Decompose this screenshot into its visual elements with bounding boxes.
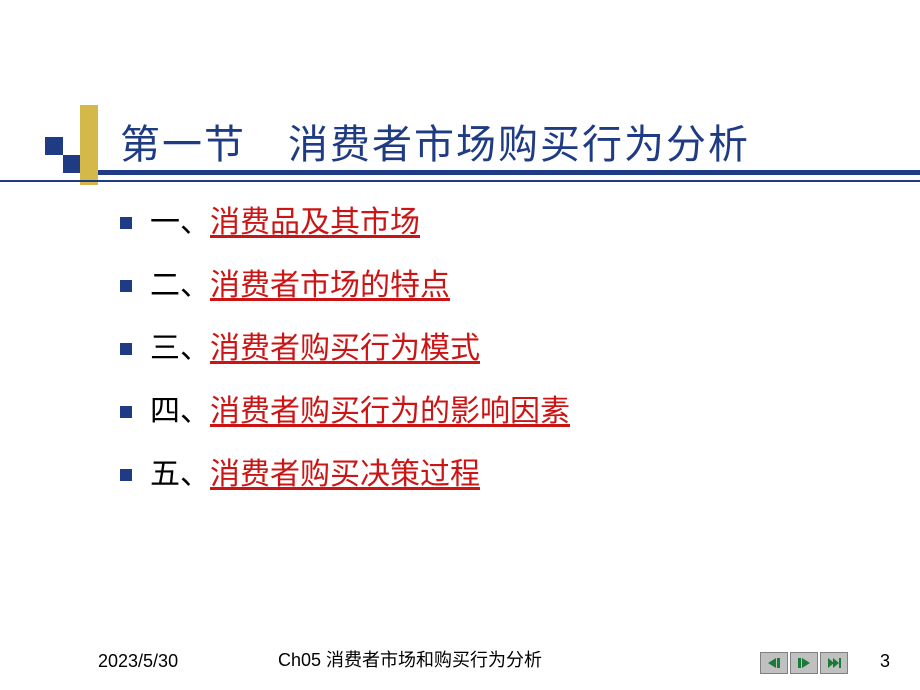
- next-icon: [796, 656, 812, 670]
- footer-page-number: 3: [880, 651, 890, 672]
- bullet-icon: [120, 469, 132, 481]
- list-item: 三、 消费者购买行为模式: [120, 326, 570, 371]
- list-item: 二、 消费者市场的特点: [120, 263, 570, 308]
- item-link[interactable]: 消费者购买行为的影响因素: [210, 389, 570, 434]
- list-item: 五、 消费者购买决策过程: [120, 452, 570, 497]
- item-prefix: 四、: [150, 389, 210, 434]
- bullet-icon: [120, 343, 132, 355]
- nav-button-group: [760, 652, 848, 674]
- list-item: 一、 消费品及其市场: [120, 200, 570, 245]
- prev-button[interactable]: [760, 652, 788, 674]
- next-button[interactable]: [790, 652, 818, 674]
- item-link[interactable]: 消费者购买决策过程: [210, 452, 480, 497]
- slide-title: 第一节 消费者市场购买行为分析: [120, 112, 750, 170]
- item-prefix: 二、: [150, 263, 210, 308]
- end-button[interactable]: [820, 652, 848, 674]
- bullet-icon: [120, 406, 132, 418]
- deco-square: [45, 137, 63, 155]
- deco-thin-line: [0, 180, 920, 182]
- item-prefix: 一、: [150, 200, 210, 245]
- deco-gold-bar: [80, 105, 98, 185]
- slide-footer: 2023/5/30 Ch05 消费者市场和购买行为分析 3: [0, 642, 920, 672]
- item-prefix: 五、: [150, 452, 210, 497]
- bullet-icon: [120, 280, 132, 292]
- deco-thick-line: [98, 170, 920, 175]
- list-item: 四、 消费者购买行为的影响因素: [120, 389, 570, 434]
- item-link[interactable]: 消费品及其市场: [210, 200, 420, 245]
- end-icon: [826, 656, 842, 670]
- item-prefix: 三、: [150, 326, 210, 371]
- prev-icon: [766, 656, 782, 670]
- item-link[interactable]: 消费者市场的特点: [210, 263, 450, 308]
- bullet-icon: [120, 217, 132, 229]
- item-link[interactable]: 消费者购买行为模式: [210, 326, 480, 371]
- footer-date: 2023/5/30: [98, 651, 178, 672]
- bullet-list: 一、 消费品及其市场 二、 消费者市场的特点 三、 消费者购买行为模式 四、 消…: [120, 200, 570, 515]
- footer-chapter: Ch05 消费者市场和购买行为分析: [278, 646, 542, 672]
- deco-square: [63, 155, 81, 173]
